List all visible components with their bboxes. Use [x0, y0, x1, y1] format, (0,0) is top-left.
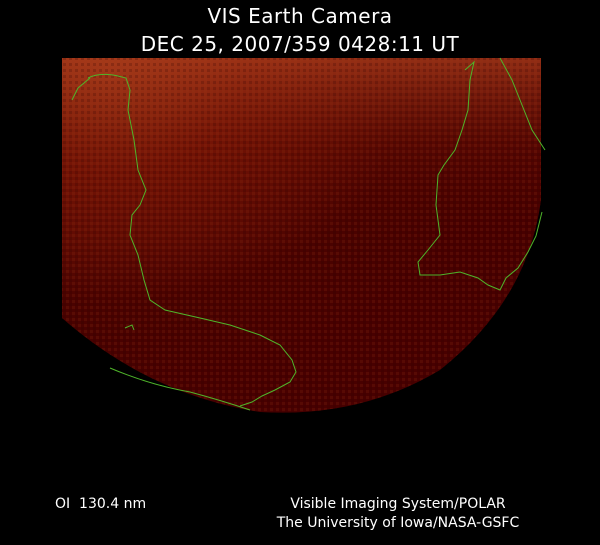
title: VIS Earth Camera: [207, 4, 392, 28]
timestamp: DEC 25, 2007/359 0428:11 UT: [141, 32, 460, 56]
coastline-east: [417, 60, 543, 291]
island: [124, 324, 135, 331]
coastline-north: [71, 77, 91, 101]
coastline-west: [87, 73, 297, 407]
coastline-south: [109, 367, 251, 411]
earth-image: [62, 58, 541, 413]
credit-line: Visible Imaging System/POLAR: [290, 496, 506, 512]
coastlines: [71, 57, 546, 411]
wavelength: OI 130.4 nm: [55, 496, 146, 512]
credit-line: The University of Iowa/NASA-GSFC: [276, 515, 520, 531]
coastline-northeast: [499, 57, 546, 151]
